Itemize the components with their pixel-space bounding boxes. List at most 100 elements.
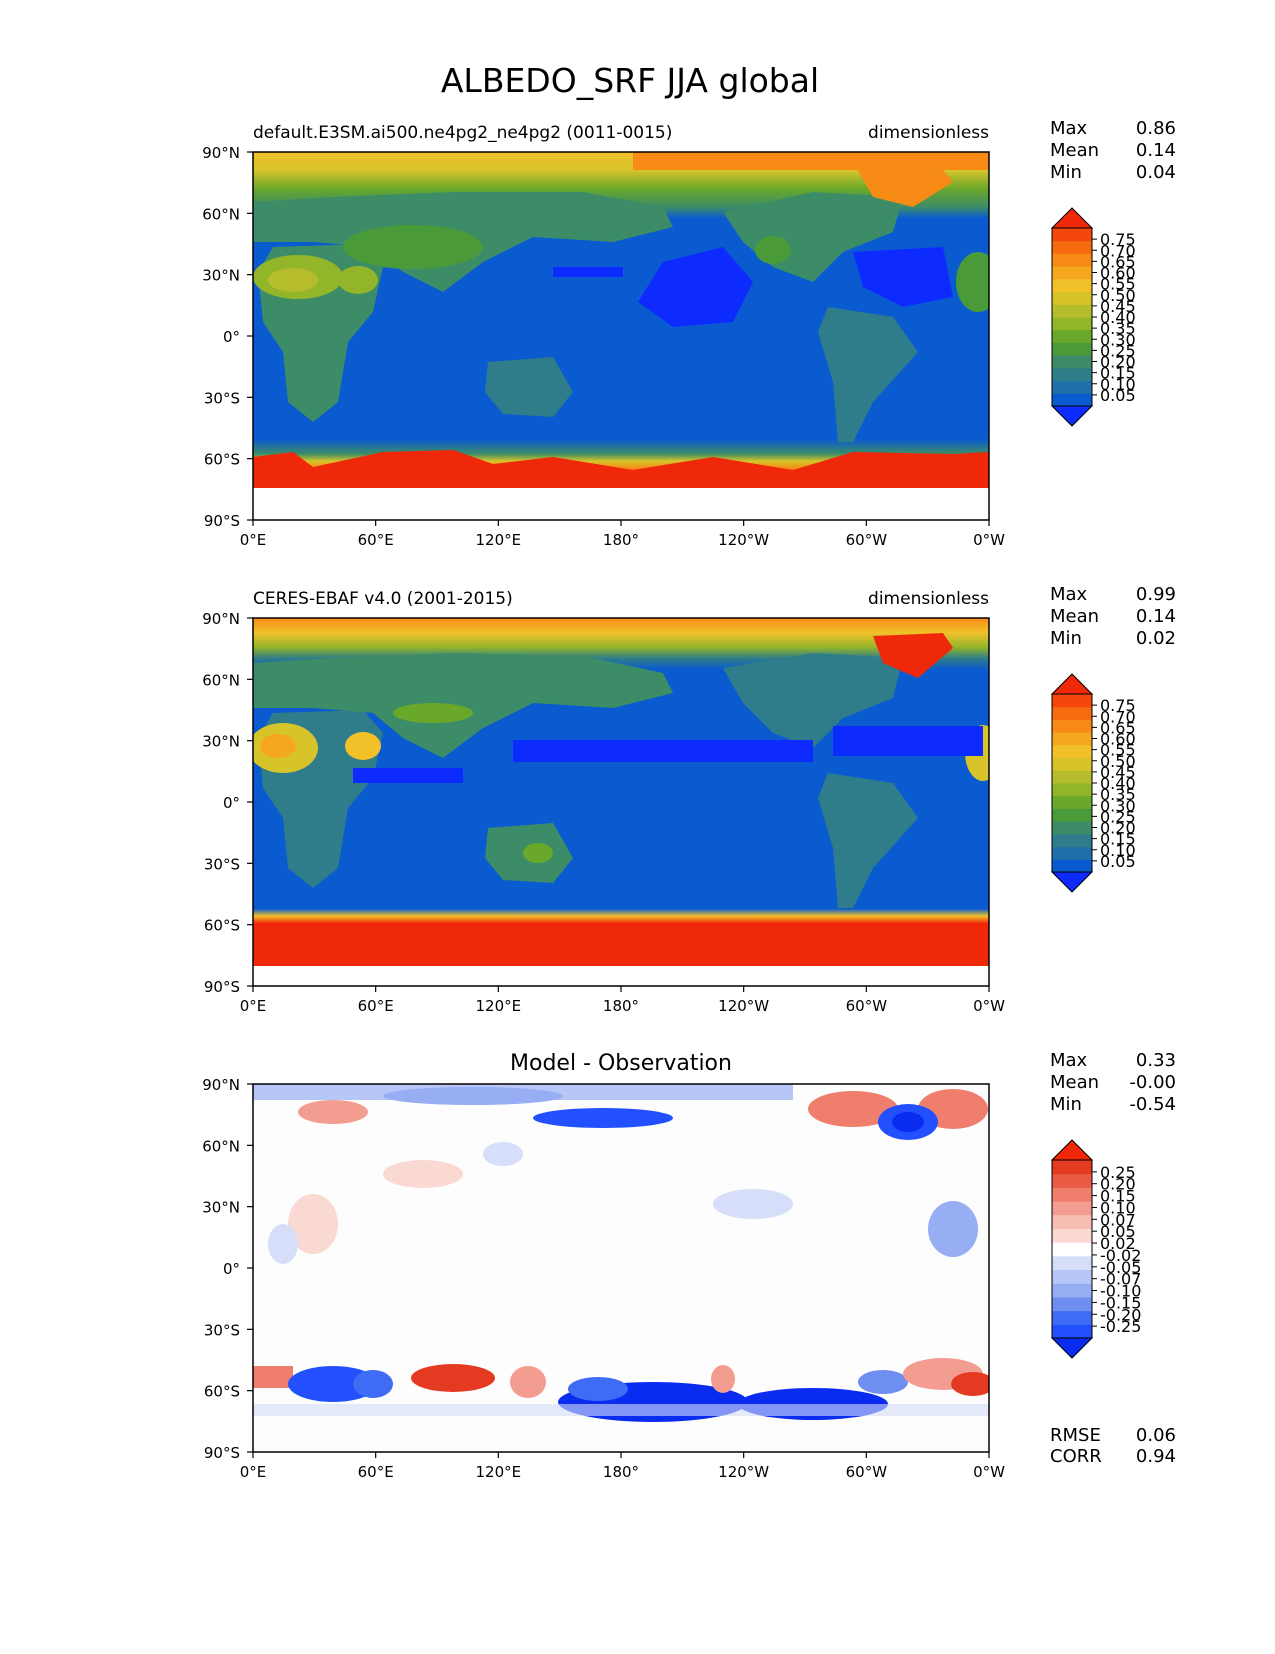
stat-value: 0.14	[1136, 140, 1176, 161]
lat-tick-label: 0°	[223, 794, 240, 812]
colorbar-segment	[1052, 291, 1092, 305]
colorbar-tick-label: -0.10	[1100, 1282, 1141, 1301]
lat-tick-label: 0°	[223, 328, 240, 346]
colorbar-tick-label: 0.30	[1100, 330, 1136, 349]
map-area	[252, 1083, 990, 1453]
lon-axis: 0°E 60°E 120°E 180° 120°W 60°W 0°W	[240, 986, 1005, 1015]
colorbar-tick-label: 0.05	[1100, 852, 1136, 871]
colorbar-tick-label: 0.70	[1100, 241, 1136, 260]
colorbar-tick-label: -0.02	[1100, 1246, 1141, 1265]
panel-3: Model - Observation	[202, 1051, 1005, 1481]
colorbar-segment	[1052, 706, 1092, 720]
southern-bumps	[253, 450, 989, 488]
colorbar-tick-label: 0.55	[1100, 275, 1136, 294]
stat-value: -0.54	[1129, 1094, 1176, 1115]
colorbar: 0.750.700.650.600.550.500.450.400.350.30…	[1050, 673, 1136, 893]
colorbar-segment	[1052, 266, 1092, 280]
colorbar-tick-label: 0.65	[1100, 252, 1136, 271]
lon-tick-label: 0°E	[240, 531, 267, 549]
colorbar-tick-label: 0.30	[1100, 796, 1136, 815]
colorbar-tick-label: 0.65	[1100, 718, 1136, 737]
map-area	[252, 151, 990, 521]
colorbar-segment	[1052, 821, 1092, 835]
stat-label: Min	[1050, 1094, 1082, 1115]
extra-stat-value: 0.94	[1136, 1446, 1176, 1467]
lon-tick-label: 60°E	[358, 997, 394, 1015]
lat-tick-label: 60°N	[202, 1137, 240, 1155]
colorbar-extend-max	[1050, 207, 1094, 229]
lat-tick-label: 90°N	[202, 1076, 240, 1094]
lat-axis: 90°N 60°N 30°N 0° 30°S 60°S 90°S	[202, 610, 253, 996]
colorbar-segment	[1052, 240, 1092, 254]
colorbar-extend-max	[1050, 1139, 1094, 1161]
colorbar-extend-min	[1050, 1337, 1094, 1359]
colorbar-segment	[1052, 355, 1092, 369]
colorbar-tick-label: -0.25	[1100, 1317, 1141, 1336]
extra-stat-label: RMSE	[1050, 1425, 1101, 1446]
arctic-pos-2	[808, 1091, 898, 1127]
so-pos-1	[253, 1366, 293, 1388]
colorbar-segment	[1052, 1173, 1092, 1188]
colorbar-tick-label: 0.25	[1100, 1163, 1136, 1182]
greenland-neg-core	[892, 1112, 924, 1132]
lon-tick-label: 60°W	[846, 1463, 888, 1481]
so-neg-5	[858, 1370, 908, 1394]
lon-tick-label: 60°W	[846, 531, 888, 549]
panel-left-title: CERES-EBAF v4.0 (2001-2015)	[253, 589, 513, 609]
colorbar-tick-label: 0.70	[1100, 707, 1136, 726]
lat-axis: 90°N 60°N 30°N 0° 30°S 60°S 90°S	[202, 144, 253, 530]
colorbar-tick-label: 0.60	[1100, 730, 1136, 749]
so-neg-1	[288, 1366, 378, 1402]
land-greenland	[853, 157, 953, 207]
stat-label: Max	[1050, 584, 1088, 605]
colorbar-tick-label: 0.10	[1100, 841, 1136, 860]
colorbar-tick-label: 0.25	[1100, 807, 1136, 826]
so-pos-2	[411, 1364, 495, 1392]
lon-tick-label: 0°W	[973, 1463, 1005, 1481]
map-area	[252, 617, 990, 987]
panel-2: CERES-EBAF v4.0 (2001-2015) dimensionles…	[202, 589, 1005, 1015]
colorbar-tick-label: 0.75	[1100, 696, 1136, 715]
tibet	[393, 703, 473, 723]
lat-tick-label: 60°S	[204, 451, 240, 469]
stat-label: Min	[1050, 162, 1082, 183]
panel-center-title: Model - Observation	[510, 1051, 732, 1076]
lon-tick-label: 0°W	[973, 531, 1005, 549]
panel-1: default.E3SM.ai500.ne4pg2_ne4pg2 (0011-0…	[202, 123, 1005, 549]
stat-value: -0.00	[1129, 1072, 1176, 1093]
colorbar-segment	[1052, 228, 1092, 242]
panel-left-title: default.E3SM.ai500.ne4pg2_ne4pg2 (0011-0…	[253, 123, 672, 143]
central-asia	[343, 225, 483, 269]
colorbar-segment	[1052, 317, 1092, 331]
colorbar-tick-label: 0.35	[1100, 319, 1136, 338]
colorbar-segment	[1052, 1228, 1092, 1243]
panel-units: dimensionless	[868, 589, 989, 609]
colorbar-segment	[1052, 859, 1092, 873]
colorbar-tick-label: 0.15	[1100, 830, 1136, 849]
colorbar-segment	[1052, 393, 1092, 407]
patch	[383, 1160, 463, 1188]
antarctic-white	[253, 488, 989, 520]
lat-tick-label: 90°N	[202, 610, 240, 628]
so-neg-3b	[568, 1377, 628, 1401]
colorbar-segment	[1052, 1324, 1092, 1339]
colorbar-segment	[1052, 1187, 1092, 1202]
colorbar-tick-label: -0.15	[1100, 1293, 1141, 1312]
colorbar-segment	[1052, 833, 1092, 848]
colorbar-segment	[1052, 1201, 1092, 1216]
colorbar-segment	[1052, 367, 1092, 382]
colorbar-tick-label: 0.35	[1100, 785, 1136, 804]
na-feature	[755, 236, 791, 264]
so-pos-3	[510, 1366, 546, 1398]
lat-tick-label: 60°S	[204, 1383, 240, 1401]
patch	[928, 1201, 978, 1257]
lon-tick-label: 60°E	[358, 1463, 394, 1481]
lat-axis: 90°N 60°N 30°N 0° 30°S 60°S 90°S	[202, 1076, 253, 1462]
lon-axis: 0°E 60°E 120°E 180° 120°W 60°W 0°W	[240, 1452, 1005, 1481]
colorbar-tick-label: 0.15	[1100, 364, 1136, 383]
stat-label: Max	[1050, 118, 1088, 139]
colorbar-tick-label: 0.20	[1100, 353, 1136, 372]
colorbar-segment	[1052, 253, 1092, 267]
colorbar-segment	[1052, 1283, 1092, 1298]
stat-label: Max	[1050, 1050, 1088, 1071]
